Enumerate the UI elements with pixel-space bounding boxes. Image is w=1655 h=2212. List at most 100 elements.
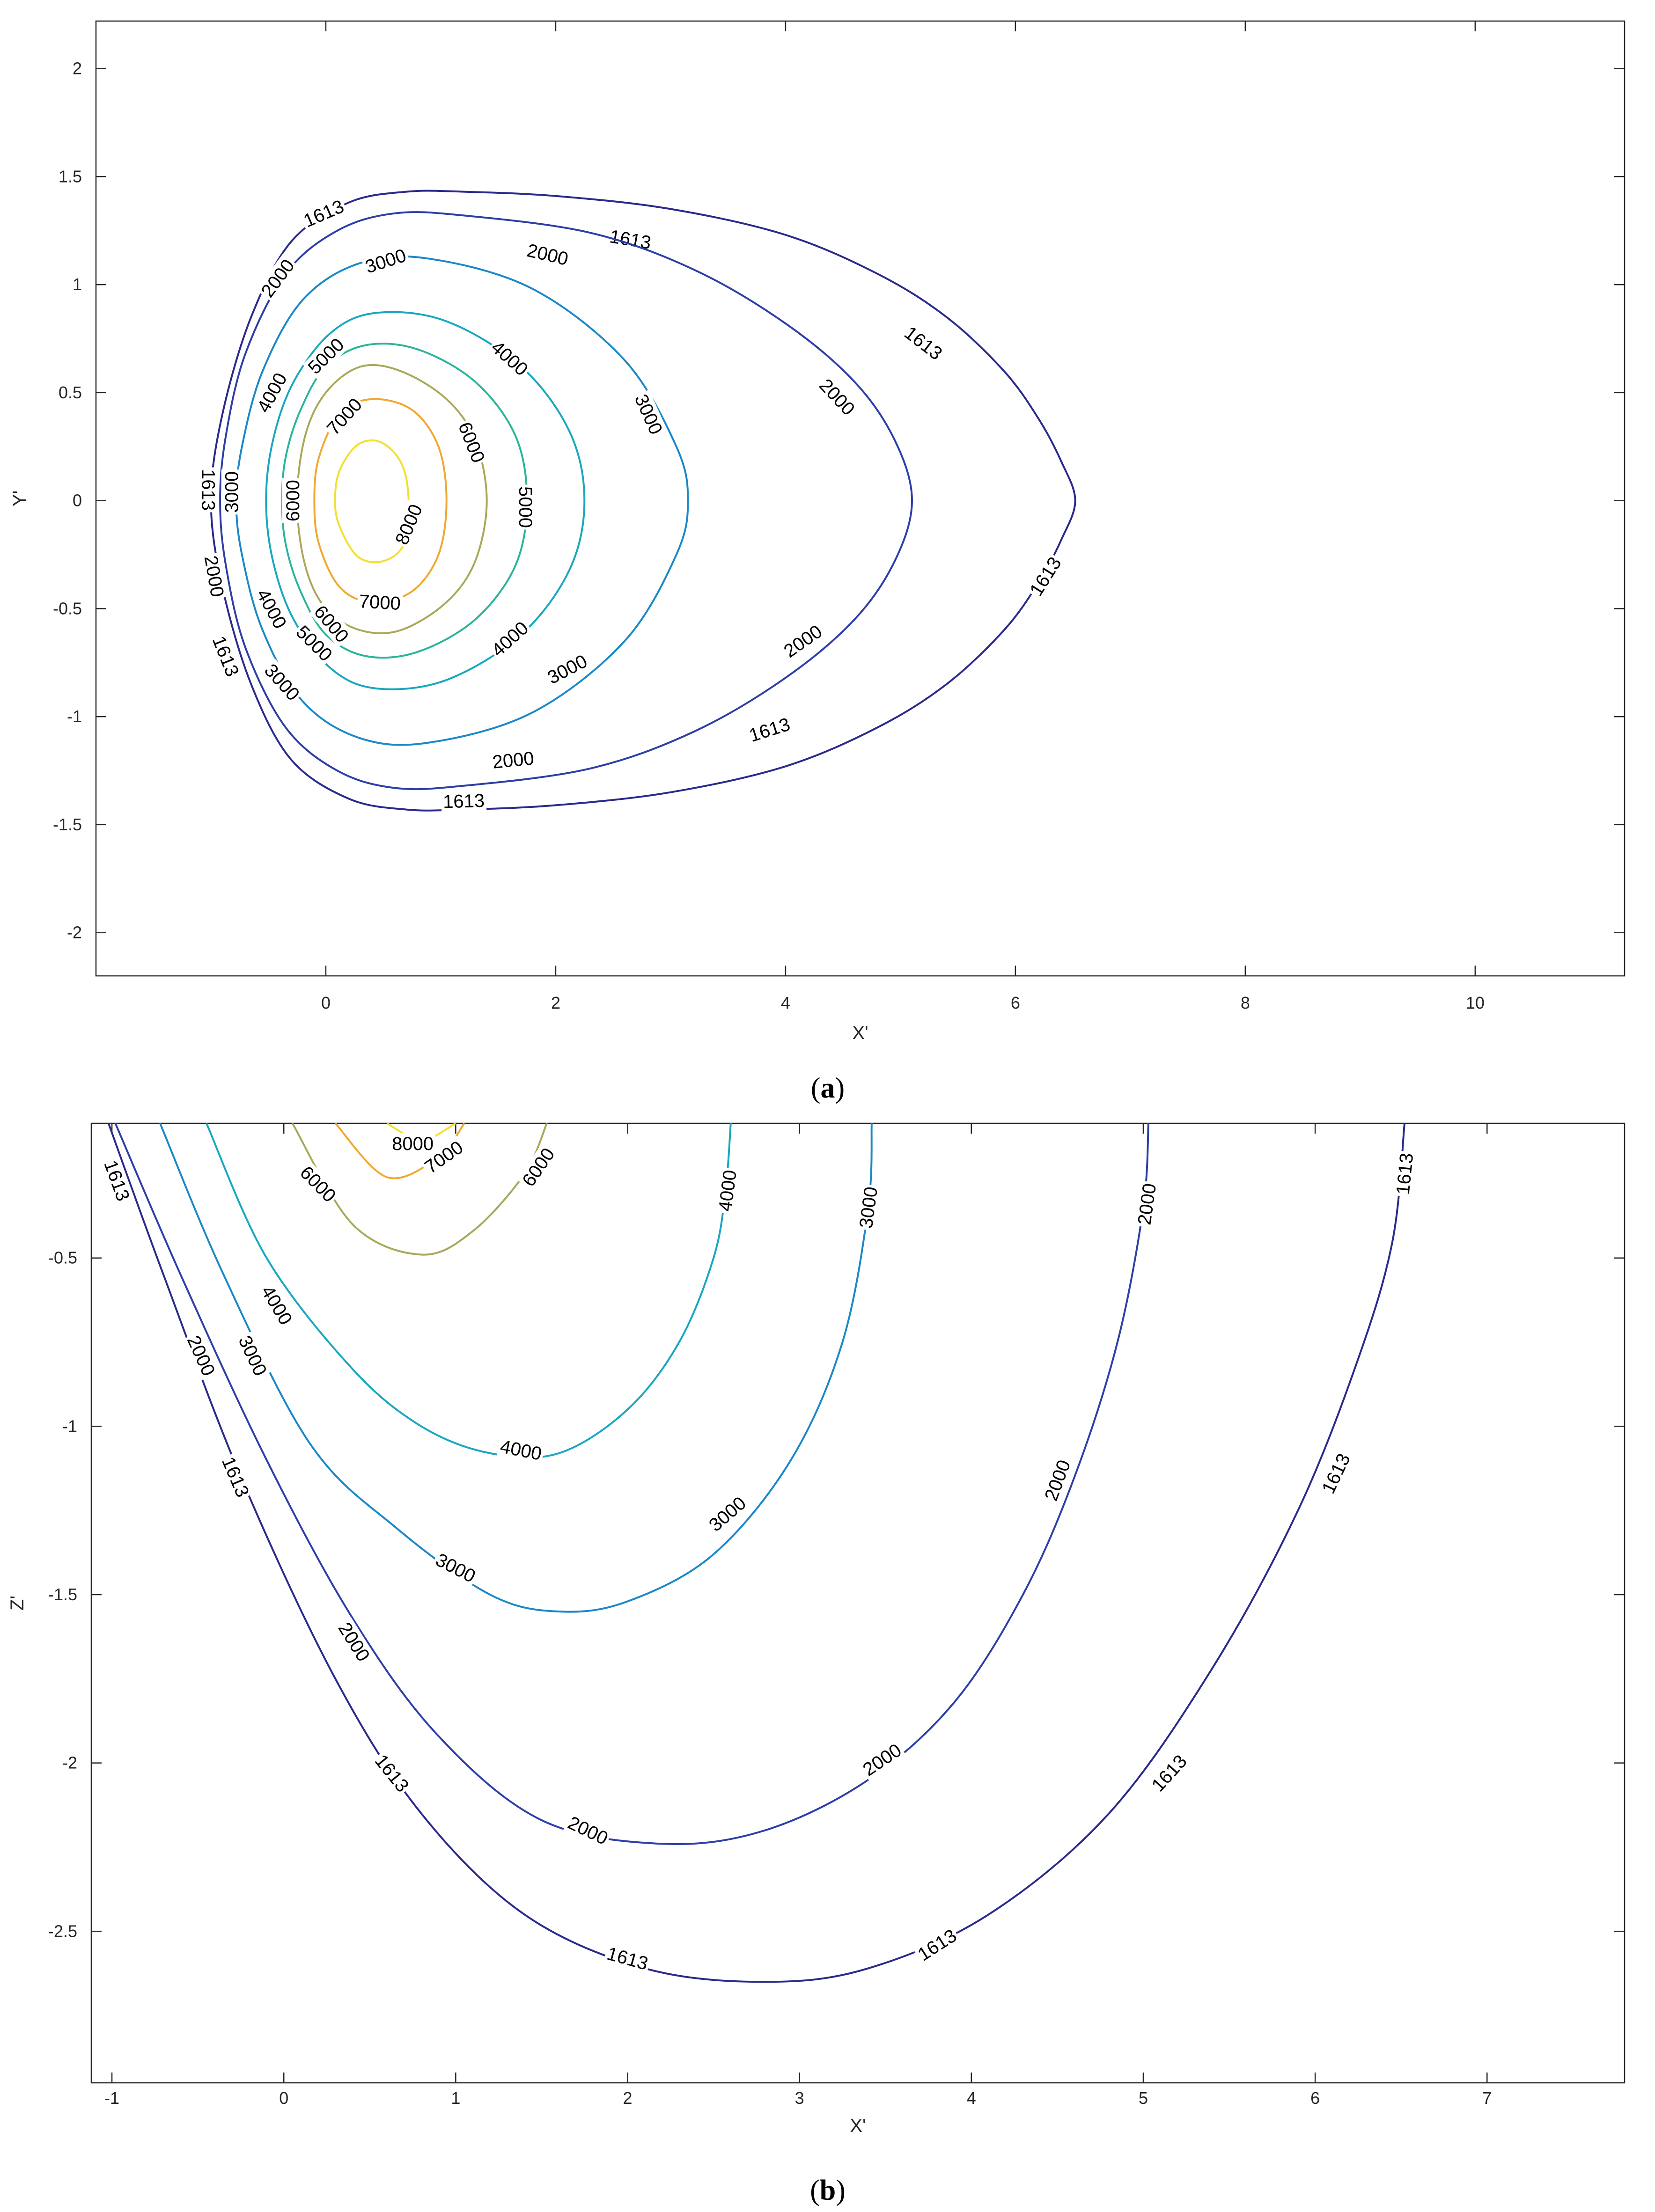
contour-line-1613 [107,1123,1405,1983]
svg-text:3000: 3000 [234,1333,271,1379]
contour-label-3000: 3000 [431,1548,481,1588]
svg-text:2000: 2000 [200,554,228,599]
contour-label-1613: 1613 [208,631,244,681]
contour-line-8000 [334,439,410,564]
contour-line-4000 [265,311,586,690]
contour-label-2000: 2000 [256,254,300,302]
svg-text:8000: 8000 [391,501,427,548]
x-tick-label: 8 [1241,993,1250,1012]
contour-label-1613: 1613 [370,1749,414,1797]
contour-line-1613 [210,190,1076,812]
contour-label-4000: 4000 [252,584,292,634]
y-tick-label: -1 [62,1416,77,1436]
svg-text:3000: 3000 [432,1549,478,1587]
contour-label-1613: 1613 [1024,551,1066,601]
svg-text:3000: 3000 [222,471,243,513]
x-tick-label: 2 [551,993,560,1012]
x-tick-label: 0 [321,993,331,1012]
contour-label-5000: 5000 [515,484,537,530]
contour-label-2000: 2000 [523,239,572,270]
x-tick-label: 2 [623,2088,633,2108]
x-tick-label: 10 [1466,993,1485,1012]
svg-text:6000: 6000 [283,480,303,521]
contour-label-2000: 2000 [183,1331,220,1381]
contour-label-3000: 3000 [703,1491,751,1537]
y-tick-label: 2 [73,59,82,78]
contour-line-2000 [219,211,913,791]
y-tick-label: -1.5 [48,1585,77,1604]
plot-frame [90,1122,1626,2084]
x-tick-label: 7 [1482,2088,1492,2108]
contour-label-4000: 4000 [497,1435,545,1465]
x-tick-label: 4 [781,993,790,1012]
contour-label-1613: 1613 [912,1924,962,1966]
svg-text:2000: 2000 [492,748,535,773]
contour-line-5000 [281,343,528,659]
contour-label-1613: 1613 [198,467,219,513]
svg-text:1613: 1613 [198,469,219,511]
svg-text:3000: 3000 [544,651,590,688]
x-axis-label: X' [850,2116,866,2136]
contour-label-4000: 4000 [714,1167,741,1215]
y-tick-label: 0.5 [59,383,82,402]
contour-label-3000: 3000 [542,649,592,689]
contour-label-8000: 8000 [390,1133,435,1154]
svg-text:1613: 1613 [1318,1450,1354,1497]
y-tick-label: -1.5 [53,815,82,834]
y-tick-label: -2 [67,923,82,942]
svg-text:2000: 2000 [1134,1182,1160,1226]
contour-label-8000: 8000 [390,499,427,549]
svg-text:3000: 3000 [856,1186,882,1230]
y-tick-label: -2.5 [48,1921,77,1941]
contour-label-1613: 1613 [603,1942,652,1974]
svg-text:1613: 1613 [443,791,485,813]
y-tick-label: -0.5 [48,1248,77,1267]
svg-text:2000: 2000 [1041,1457,1074,1503]
contour-line-4000 [206,1123,732,1459]
svg-text:7000: 7000 [359,591,401,614]
svg-text:1613: 1613 [218,1454,253,1500]
x-tick-label: -1 [104,2088,119,2108]
contour-label-6000: 6000 [454,417,490,467]
contour-plot-b: -1 0 1 2 3 4 5 6 7 -2.5 -2 -1.5 -1 -0.5 X' Z' 1613 1613 16… [7,1122,1626,2136]
x-tick-label: 6 [1310,2088,1320,2108]
svg-text:2000: 2000 [525,240,570,270]
svg-text:8000: 8000 [392,1134,434,1154]
y-tick-label: -2 [62,1753,77,1773]
contour-plot-a: 0 2 4 6 8 10 -2 -1.5 -1 -0.5 0 0.5 1 1.5 2 X' Y' 1613 1613… [9,20,1626,1043]
svg-text:1613: 1613 [1393,1152,1418,1196]
contour-label-3000: 3000 [221,469,243,515]
y-tick-label: -0.5 [53,599,82,618]
contour-line-3000 [159,1123,873,1613]
contour-label-1613: 1613 [745,713,794,747]
contour-label-3000: 3000 [234,1331,272,1381]
contour-label-7000: 7000 [357,590,403,614]
contour-lines: 1613161316131613161316131613161320002000… [198,190,1076,813]
x-tick-label: 1 [451,2088,460,2108]
contour-label-2000: 2000 [1133,1180,1160,1228]
x-axis-label: X' [852,1023,868,1043]
contour-line-7000 [313,398,448,603]
svg-text:1613: 1613 [604,1943,650,1974]
svg-text:6000: 6000 [454,419,489,466]
y-tick-label: 1.5 [59,167,82,186]
svg-text:1613: 1613 [301,196,347,232]
x-tick-label: 0 [279,2088,288,2108]
contour-label-2000: 2000 [857,1738,906,1781]
svg-text:4000: 4000 [252,586,290,632]
contour-label-2000: 2000 [563,1811,613,1850]
x-tick-label: 5 [1139,2088,1148,2108]
contour-label-2000: 2000 [1039,1455,1075,1505]
y-tick-label: -1 [67,707,82,726]
svg-text:3000: 3000 [363,245,409,278]
svg-text:2000: 2000 [183,1333,219,1379]
panel-label-b: (b) [810,2175,846,2206]
contour-label-2000: 2000 [778,620,827,663]
svg-text:4000: 4000 [715,1169,741,1213]
y-tick-label: 0 [73,491,82,510]
plot-frame [95,20,1626,977]
contour-label-3000: 3000 [361,244,411,278]
contour-label-4000: 4000 [486,335,534,381]
svg-text:4000: 4000 [499,1436,544,1465]
panel-label-a: (a) [811,1072,845,1104]
